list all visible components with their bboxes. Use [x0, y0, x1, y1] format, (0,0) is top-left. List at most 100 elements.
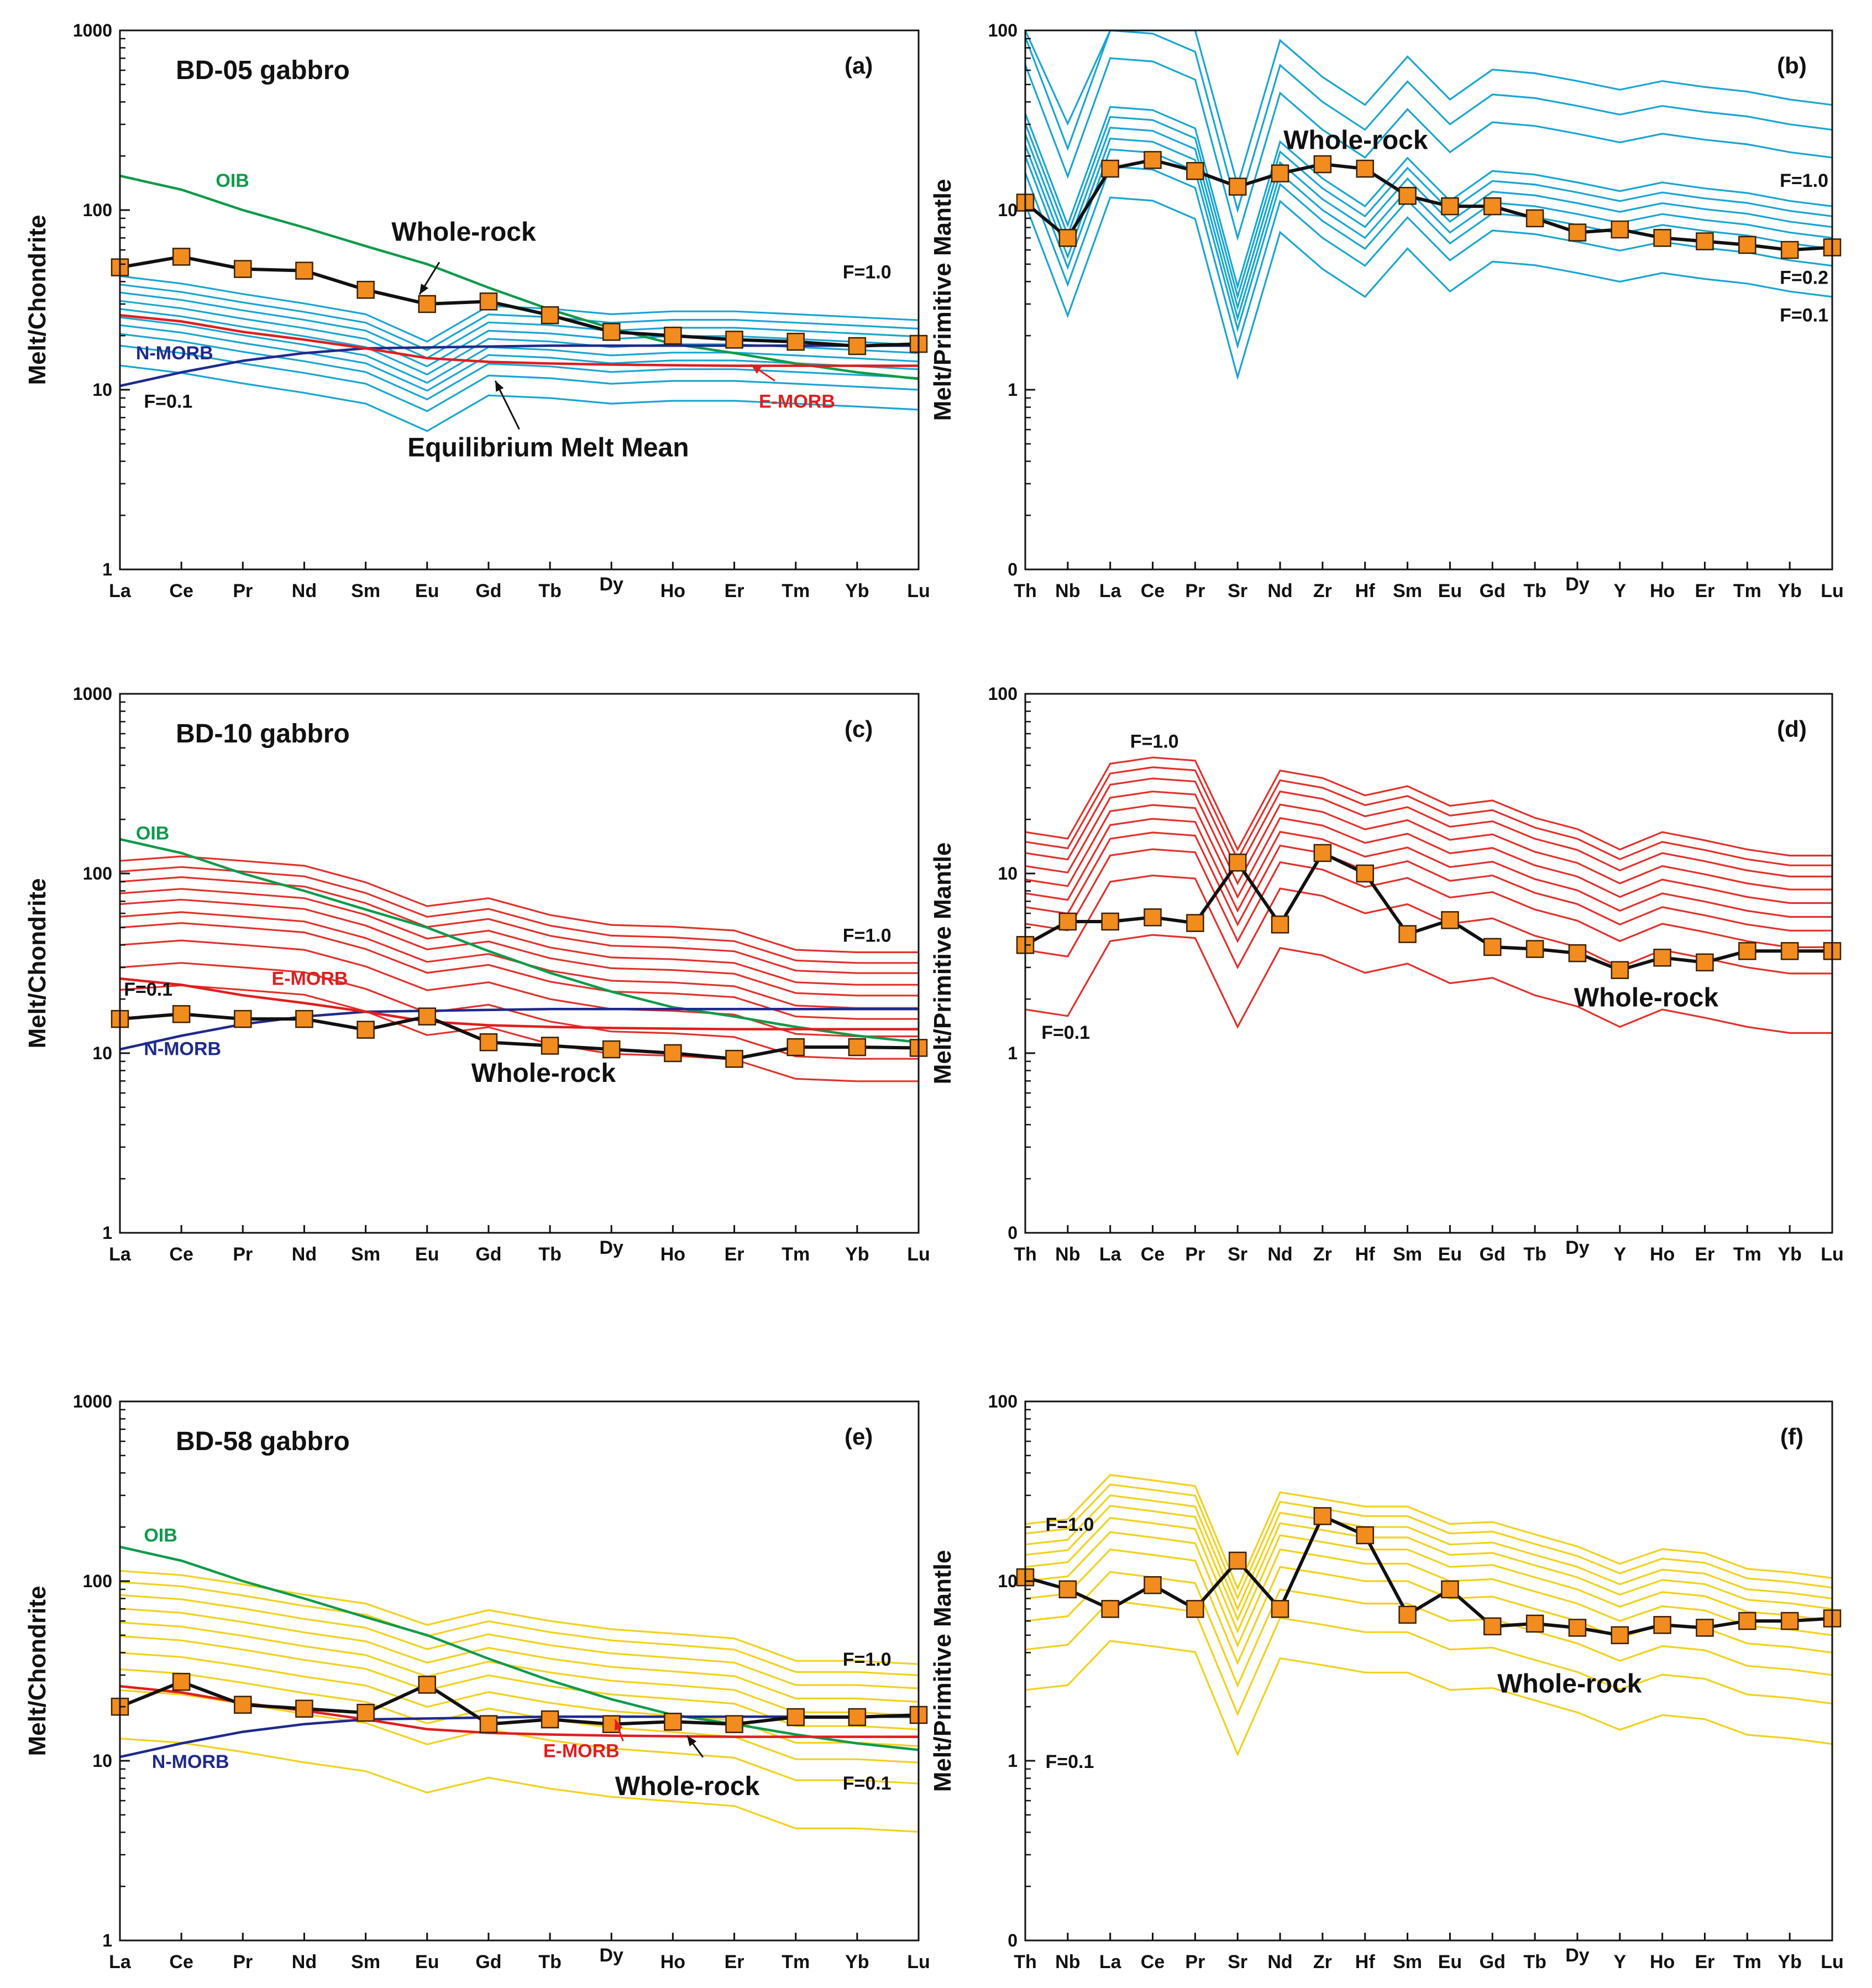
x-tick-label-La: La [1099, 580, 1122, 601]
whole-rock-marker-Tb [1525, 209, 1544, 228]
model-melt-line-F1.0 [1025, 30, 1832, 189]
y-tick-label: 0 [1008, 1931, 1018, 1950]
x-tick-label-Sm: Sm [1393, 1244, 1422, 1265]
model-melt-line-F0.8 [1025, 777, 1832, 878]
plot-area [120, 1545, 919, 1833]
model-melt-line-F0.4 [120, 1652, 919, 1747]
panel-label: (c) [845, 716, 873, 742]
x-tick-label-Tb: Tb [538, 1952, 562, 1973]
y-axis-title: Melt/Chondrite [24, 215, 51, 385]
x-tick-label-Y: Y [1613, 1952, 1626, 1973]
e-morb-arrow-head [751, 364, 762, 374]
whole-rock-marker-Pr [1186, 914, 1204, 932]
model-melt-line-F0.6 [1025, 116, 1832, 300]
plot-frame [1024, 693, 1833, 1234]
x-tick-label-Zr: Zr [1313, 580, 1332, 601]
whole-rock-marker-Er [1696, 232, 1714, 250]
panel-b-primitive-mantle-bd05: 0 1 10 100 Th Nb La Ce Pr Sr Nd Zr Hf Sm Eu Gd Tb Dy Y Ho Er… [929, 20, 1844, 601]
e-morb-arrow-head [614, 1719, 623, 1731]
x-tick-label-Tm: Tm [1733, 1244, 1761, 1265]
x-tick-label-Tb: Tb [538, 1244, 562, 1265]
x-tick-label-Dy: Dy [599, 1237, 623, 1258]
model-melt-line-F0.7 [1025, 1505, 1832, 1622]
whole-rock-marker-Hf [1356, 1526, 1374, 1545]
whole-rock-marker-Sm [1398, 187, 1417, 205]
n-morb-label: N-MORB [136, 343, 213, 364]
x-tick-label-Hf: Hf [1355, 580, 1376, 601]
panel-d-primitive-mantle-bd10: 0 1 10 100 Th Nb La Ce Pr Sr Nd Zr Hf Sm Eu Gd Tb Dy Y Ho Er… [929, 684, 1844, 1265]
oib-label: OIB [136, 823, 169, 844]
whole-rock-label: Whole-rock [391, 217, 536, 247]
x-tick-label-Sm: Sm [1393, 580, 1422, 601]
y-tick-label: 1000 [73, 1391, 112, 1411]
x-tick-label-Eu: Eu [1438, 1952, 1462, 1973]
whole-rock-marker-Eu [1441, 1580, 1459, 1599]
whole-rock-marker-Y [1611, 1626, 1629, 1645]
x-tick-label-La: La [109, 1244, 132, 1265]
whole-rock-marker-Yb [848, 1708, 867, 1727]
reference-line-oib [120, 1545, 919, 1751]
x-tick-label-Er: Er [725, 580, 744, 601]
model-melt-line-F0.6 [1025, 804, 1832, 904]
F-low-label: F=0.1 [1041, 1022, 1090, 1043]
whole-rock-arrow-head [419, 283, 429, 295]
x-tick-label-Yb: Yb [1777, 1952, 1801, 1973]
x-tick-label-Sr: Sr [1228, 1952, 1247, 1973]
whole-rock-marker-Zr [1313, 1507, 1332, 1525]
whole-rock-marker-Gd [479, 1715, 498, 1733]
whole-rock-marker-Gd [1483, 197, 1502, 216]
panel-title: BD-58 gabbro [176, 1427, 350, 1456]
model-melt-line-F1.0 [1025, 756, 1832, 857]
x-tick-label-Gd: Gd [475, 1244, 501, 1265]
x-tick-label-Th: Th [1014, 1952, 1037, 1973]
x-tick-label-Yb: Yb [845, 1244, 869, 1265]
whole-rock-marker-Eu [418, 1007, 437, 1026]
whole-rock-marker-Tm [1738, 942, 1756, 960]
whole-rock-marker-Eu [418, 295, 437, 313]
whole-rock-marker-Nd [295, 1699, 313, 1718]
F-high-label: F=1.0 [843, 925, 892, 946]
y-tick-label: 0 [1008, 1223, 1018, 1243]
y-tick-label: 1000 [73, 20, 112, 40]
whole-rock-marker-Tb [541, 1710, 559, 1729]
x-tick-label-Er: Er [725, 1244, 744, 1265]
x-tick-label-Nb: Nb [1055, 1244, 1080, 1265]
x-tick-label-Pr: Pr [1185, 1952, 1205, 1973]
mean-arrow-head [495, 380, 504, 392]
x-tick-label-Gd: Gd [475, 580, 501, 601]
model-melt-line-F1.0 [120, 1570, 919, 1665]
x-tick-label-Nd: Nd [1267, 1952, 1292, 1973]
whole-rock-marker-Ce [1144, 151, 1162, 169]
x-tick-label-Tb: Tb [538, 580, 562, 601]
whole-rock-line [120, 255, 919, 348]
x-tick-label-La: La [1099, 1952, 1122, 1973]
x-tick-label-Eu: Eu [415, 1952, 439, 1973]
whole-rock-marker-Ce [172, 1005, 191, 1023]
plot-frame [119, 693, 920, 1234]
whole-rock-marker-Nb [1058, 912, 1077, 931]
model-melt-line-F0.4 [1025, 831, 1832, 932]
whole-rock-marker-Ho [664, 326, 682, 345]
whole-rock-marker-Y [1611, 220, 1629, 239]
F-low-label: F=0.1 [1780, 305, 1828, 326]
x-tick-label-Eu: Eu [415, 580, 439, 601]
y-tick-label: 1 [102, 559, 112, 579]
plot-frame [119, 29, 920, 571]
whole-rock-marker-Eu [418, 1676, 437, 1694]
x-tick-label-Lu: Lu [907, 1244, 930, 1265]
reference-line-e-morb [120, 977, 919, 1030]
panel-label: (f) [1780, 1424, 1803, 1450]
panel-a-chondrite-bd05: 1 10 100 1000 La Ce Pr Nd Sm Eu Gd Tb Dy Ho Er Tm Yb Lu Me… [24, 20, 930, 601]
x-tick-label-Ho: Ho [1650, 580, 1675, 601]
x-tick-label-Tm: Tm [782, 580, 810, 601]
model-melt-line-F0.9 [1025, 30, 1832, 213]
model-melt-line-F0.9 [1025, 1483, 1832, 1600]
model-melt-line-F0.2 [120, 962, 919, 1060]
x-tick-label-Th: Th [1014, 580, 1037, 601]
model-melt-line-F0.3 [120, 333, 919, 401]
whole-rock-marker-Pr [1186, 1600, 1204, 1618]
x-tick-label-Sm: Sm [1393, 1952, 1422, 1973]
y-axis-title: Melt/Primitive Mantle [929, 1550, 956, 1792]
x-tick-label-Lu: Lu [907, 1952, 930, 1973]
reference-line-n-morb [120, 1007, 919, 1051]
